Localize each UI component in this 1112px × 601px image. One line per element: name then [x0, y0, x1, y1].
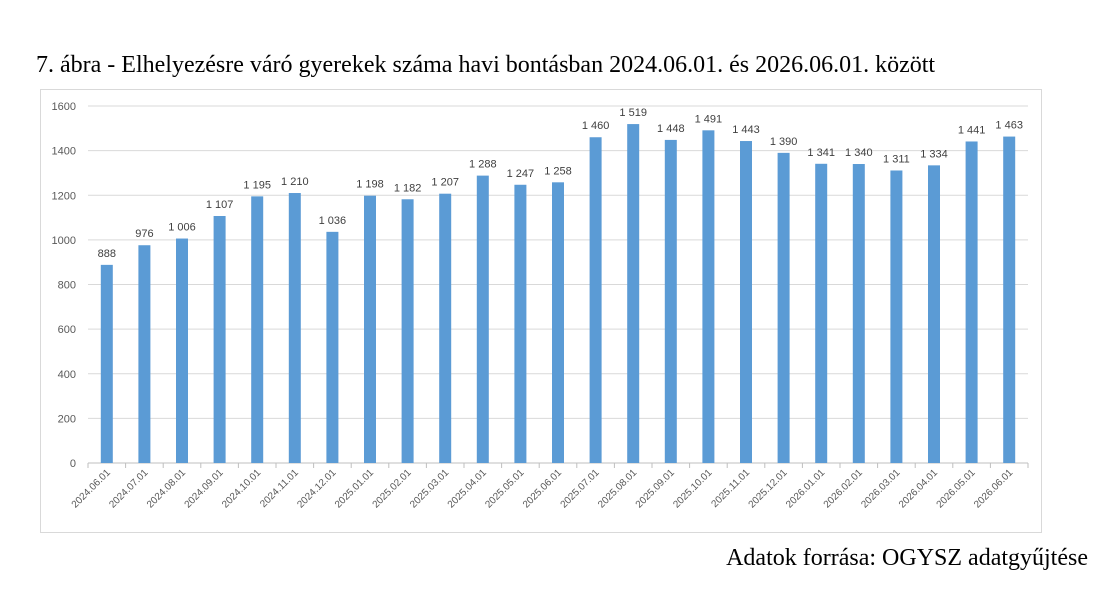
x-tick-label: 2025.12.01 [747, 467, 790, 510]
bar [476, 175, 489, 463]
x-tick-label: 2024.08.01 [145, 467, 188, 510]
data-label: 1 448 [657, 123, 685, 135]
bar [552, 182, 564, 463]
bar-chart: 0 200 400 600 800 1000 1200 1400 1600 888 2024.06.… [52, 101, 1029, 511]
y-tick-label: 800 [58, 280, 76, 292]
data-label: 1 311 [883, 153, 910, 165]
x-tick-label: 2024.07.01 [107, 467, 150, 510]
x-tick-label: 2026.01.01 [784, 467, 827, 510]
data-source-note: Adatok forrása: OGYSZ adatgyűjtése [726, 545, 1088, 571]
bar [627, 124, 640, 463]
data-label: 1 182 [394, 182, 422, 194]
bar [439, 193, 452, 464]
chart-title: 7. ábra - Elhelyezésre váró gyerekek szá… [36, 52, 936, 78]
data-label: 1 441 [958, 124, 986, 136]
y-tick-label: 1400 [52, 146, 76, 158]
bar [589, 137, 602, 464]
bar [138, 245, 151, 463]
bar [777, 152, 790, 463]
bar [1003, 136, 1016, 464]
data-label: 1 006 [168, 222, 196, 234]
y-tick-label: 200 [58, 413, 76, 425]
bar [288, 193, 301, 464]
data-label: 1 107 [206, 199, 234, 211]
bar [890, 170, 903, 463]
data-label: 1 198 [356, 179, 384, 191]
y-tick-label: 400 [58, 369, 76, 381]
bar [965, 141, 978, 463]
x-tick-label: 2025.04.01 [446, 467, 489, 510]
chart-area: 0 200 400 600 800 1000 1200 1400 1600 888 2024.06.… [40, 89, 1042, 533]
bar [176, 238, 188, 463]
bar [664, 139, 677, 463]
data-label: 1 390 [770, 136, 798, 148]
x-tick-label: 2025.05.01 [483, 467, 526, 510]
bar [100, 264, 113, 463]
x-tick-label: 2026.03.01 [859, 467, 902, 510]
x-tick-label: 2026.04.01 [897, 467, 940, 510]
data-label: 1 519 [619, 107, 647, 119]
data-label: 888 [98, 248, 116, 260]
data-label: 1 463 [995, 120, 1023, 132]
bar [364, 195, 376, 463]
bar [514, 184, 527, 463]
bar [213, 216, 226, 463]
bar [251, 196, 264, 463]
data-label: 1 195 [243, 179, 271, 191]
bar [702, 130, 715, 463]
data-label: 1 036 [319, 215, 347, 227]
bar [815, 163, 828, 463]
y-tick-label: 0 [70, 458, 76, 470]
y-tick-label: 600 [58, 324, 76, 336]
bar [928, 165, 940, 463]
x-tick-label: 2025.01.01 [333, 467, 376, 510]
data-label: 1 207 [431, 177, 459, 189]
bar [401, 199, 414, 464]
x-tick-label: 2024.10.01 [220, 467, 263, 510]
x-tick-label: 2026.05.01 [935, 467, 978, 510]
x-tick-label: 2025.09.01 [634, 467, 677, 510]
data-label: 1 460 [582, 120, 610, 132]
y-tick-label: 1600 [52, 101, 76, 113]
x-tick-label: 2025.07.01 [559, 467, 602, 510]
y-tick-label: 1000 [52, 235, 76, 247]
data-label: 1 340 [845, 147, 873, 159]
x-tick-label: 2026.02.01 [822, 467, 865, 510]
data-label: 1 288 [469, 159, 497, 171]
bar [740, 141, 752, 463]
data-label: 1 443 [732, 124, 760, 136]
data-label: 976 [135, 228, 153, 240]
x-tick-label: 2025.06.01 [521, 467, 564, 510]
x-tick-label: 2025.02.01 [371, 467, 414, 510]
data-label: 1 210 [281, 176, 309, 188]
data-label: 1 341 [807, 147, 835, 159]
bar [852, 164, 865, 463]
x-tick-label: 2025.08.01 [596, 467, 639, 510]
data-label: 1 334 [920, 148, 948, 160]
data-label: 1 258 [544, 165, 572, 177]
bar [326, 231, 339, 463]
x-tick-label: 2025.10.01 [671, 467, 714, 510]
data-label: 1 491 [695, 113, 723, 125]
data-label: 1 247 [507, 168, 535, 180]
x-tick-label: 2026.06.01 [972, 467, 1015, 510]
y-tick-label: 1200 [52, 190, 76, 202]
x-tick-label: 2024.09.01 [183, 467, 226, 510]
x-tick-label: 2024.06.01 [70, 467, 113, 510]
x-tick-label: 2024.12.01 [295, 467, 338, 510]
x-tick-label: 2025.03.01 [408, 467, 451, 510]
